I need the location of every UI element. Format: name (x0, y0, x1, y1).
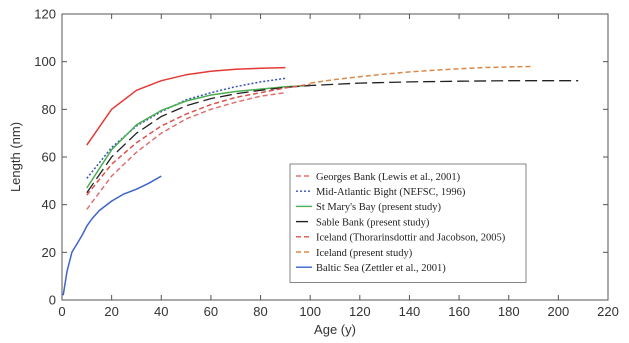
y-axis-title: Length (nm) (8, 122, 23, 192)
y-tick-label-3: 60 (42, 150, 56, 165)
legend-entry-3: Sable Bank (present study) (316, 217, 430, 228)
x-tick-label-9: 180 (498, 304, 520, 319)
x-tick-label-7: 140 (399, 304, 421, 319)
series-line-6 (62, 175, 162, 296)
series-line-0 (86, 91, 286, 210)
series-group (62, 65, 579, 296)
y-tick-label-6: 120 (34, 7, 56, 22)
series-line-5 (310, 65, 534, 84)
legend-entry-4: Iceland (Thorarinsdottir and Jacobson, 2… (316, 233, 506, 244)
x-axis-title: Age (y) (314, 322, 356, 337)
y-tick-label-4: 80 (42, 102, 56, 117)
x-tick-label-1: 20 (104, 304, 118, 319)
y-tick-label-0: 0 (49, 293, 56, 308)
legend-entry-6: Baltic Sea (Zettler et al., 2001) (316, 263, 446, 274)
x-tick-label-8: 160 (448, 304, 470, 319)
x-tick-label-0: 0 (58, 304, 65, 319)
y-tick-label-1: 20 (42, 245, 56, 260)
legend-entry-5: Iceland (present study) (316, 248, 413, 259)
legend-entry-0: Georges Bank (Lewis et al., 2001) (316, 172, 461, 183)
x-tick-label-5: 100 (299, 304, 321, 319)
series-line-1 (86, 77, 286, 179)
y-tick-label-2: 40 (42, 197, 56, 212)
series-line-3 (86, 80, 579, 194)
series-line-7 (86, 66, 286, 146)
legend-entry-2: St Mary's Bay (present study) (316, 202, 441, 213)
x-tick-label-3: 60 (204, 304, 218, 319)
axes-group: 0 20 40 60 80 100 120 140 160 180 200 220 0 20 40 60 80 1… (34, 7, 619, 320)
x-tick-label-11: 220 (597, 304, 619, 319)
x-tick-label-4: 80 (253, 304, 267, 319)
series-line-4 (86, 83, 311, 196)
x-tick-label-10: 200 (548, 304, 570, 319)
legend: Georges Bank (Lewis et al., 2001) Mid-Atl… (289, 163, 527, 283)
y-tick-label-5: 100 (34, 54, 56, 69)
x-tick-label-6: 120 (349, 304, 371, 319)
series-line-2 (86, 84, 311, 189)
legend-box (289, 163, 527, 283)
legend-entry-1: Mid-Atlantic Bight (NEFSC, 1996) (316, 187, 466, 198)
x-tick-label-2: 40 (154, 304, 168, 319)
